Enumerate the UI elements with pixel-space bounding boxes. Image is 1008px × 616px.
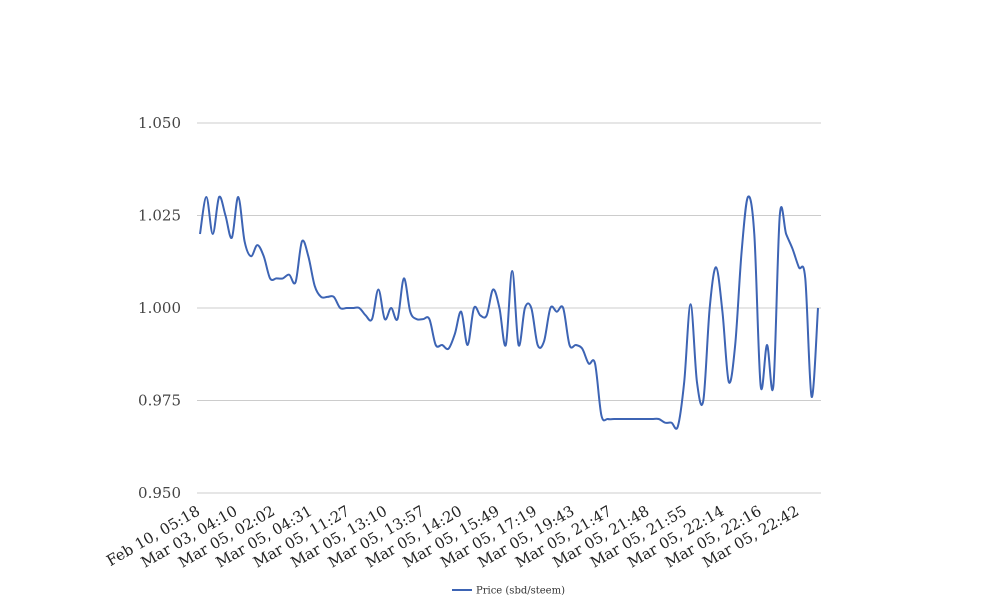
y-tick-label: 1.050 [138,114,181,132]
y-tick-label: 0.975 [138,392,181,410]
series-line-price [199,195,819,430]
series-lines [199,195,819,430]
y-axis-tick-labels: 0.950 0.975 1.000 1.025 1.050 [138,114,181,502]
y-tick-label: 1.025 [138,207,181,225]
legend-label-price: Price (sbd/steem) [476,586,565,597]
y-tick-label: 0.950 [138,484,181,502]
y-tick-label: 1.000 [138,299,181,317]
legend: Price (sbd/steem) [452,586,565,597]
